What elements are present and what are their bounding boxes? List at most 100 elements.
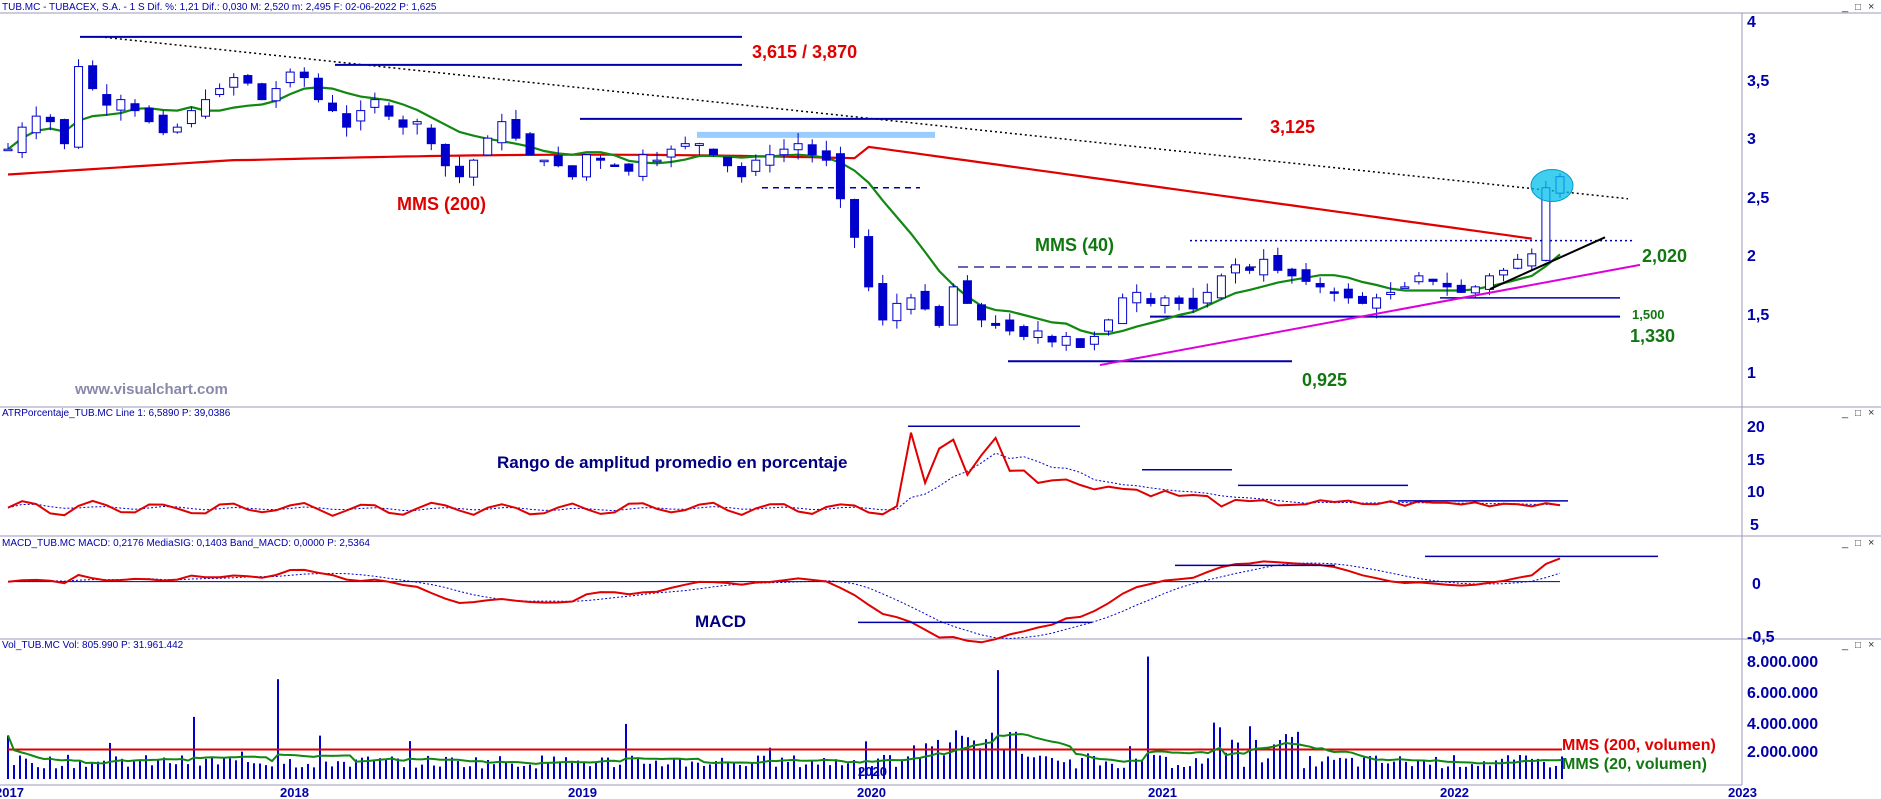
downtrend-line — [99, 36, 1629, 200]
atr-y-axis: 5 10 15 20 — [1747, 419, 1765, 534]
volume-plot — [7, 656, 1563, 779]
candle-body — [201, 99, 211, 117]
candle-body — [567, 165, 577, 178]
candle-body — [666, 148, 676, 158]
price-panel-controls: _ □ × — [1841, 1, 1874, 13]
candle-body — [934, 306, 944, 326]
volume-y-axis: 2.000.000 4.000.000 6.000.000 8.000.000 — [1747, 654, 1818, 761]
candle-body — [313, 77, 323, 101]
volume-y-tick: 2.000.000 — [1747, 744, 1818, 761]
candle-body — [1315, 283, 1325, 288]
candle-body — [285, 71, 295, 84]
candle-body — [1513, 258, 1523, 269]
candle-body — [1230, 264, 1240, 274]
candle-body — [342, 113, 352, 128]
price-plot — [3, 35, 1641, 367]
candle-body — [610, 164, 620, 167]
candle-body — [1075, 338, 1085, 348]
candle-body — [1104, 319, 1114, 332]
candle-body — [370, 99, 380, 108]
candle-body — [483, 137, 493, 156]
candle-body — [426, 127, 436, 145]
candle-body — [1386, 291, 1396, 296]
minimize-icon[interactable]: _ — [1841, 639, 1849, 651]
candle-body — [948, 286, 958, 326]
atr-y-tick: 5 — [1750, 517, 1759, 534]
candle-body — [1188, 297, 1198, 310]
candle-body — [328, 102, 338, 112]
price-y-tick: 2 — [1747, 248, 1756, 265]
candle-body — [1089, 335, 1099, 345]
price-y-tick: 2,5 — [1747, 190, 1769, 207]
candle-body — [525, 133, 535, 156]
candle-body — [144, 107, 154, 123]
maximize-icon[interactable]: □ — [1855, 538, 1861, 549]
resistance-label: 3,615 / 3,870 — [752, 42, 857, 62]
panel-headers: TUB.MC - TUBACEX, S.A. - 1 S Dif. %: 1,2… — [2, 2, 437, 651]
macd-header: MACD_TUB.MC MACD: 0,2176 MediaSIG: 0,140… — [2, 538, 370, 549]
candle-body — [1245, 267, 1255, 271]
candle-body — [1174, 297, 1184, 304]
macd-line — [7, 557, 1561, 644]
support-label: 0,925 — [1302, 370, 1347, 390]
maximize-icon[interactable]: □ — [1855, 408, 1861, 419]
candle-body — [130, 103, 140, 112]
candle-body — [708, 148, 718, 156]
macd-y-axis: 0 -0,5 — [1747, 576, 1775, 646]
candle-body — [116, 99, 126, 111]
candle-body — [172, 126, 182, 133]
candle-body — [186, 110, 196, 125]
volume-mms20-line — [7, 733, 1563, 765]
maximize-icon[interactable]: □ — [1855, 2, 1861, 13]
volume-header: Vol_TUB.MC Vol: 805.990 P: 31.961.442 — [2, 640, 184, 651]
candle-body — [1357, 295, 1367, 304]
candle-body — [88, 65, 98, 90]
candle-body — [652, 159, 662, 163]
candle-body — [723, 156, 733, 167]
close-icon[interactable]: × — [1868, 407, 1874, 419]
candle-body — [1428, 278, 1438, 282]
minimize-icon[interactable]: _ — [1841, 537, 1849, 549]
close-icon[interactable]: × — [1868, 1, 1874, 13]
minimize-icon[interactable]: _ — [1841, 1, 1849, 13]
candle-body — [412, 121, 422, 125]
candle-body — [398, 119, 408, 128]
candle-body — [454, 165, 464, 178]
candle-body — [680, 143, 690, 147]
candle-body — [1160, 297, 1170, 306]
atr-plot — [7, 425, 1568, 517]
price-y-tick: 1 — [1747, 365, 1756, 382]
candle-body — [1216, 275, 1226, 299]
atr-y-tick: 15 — [1747, 452, 1765, 469]
candle-body — [581, 154, 591, 178]
candle-body — [1527, 253, 1537, 267]
candle-body — [553, 155, 563, 167]
x-tick: 2018 — [280, 785, 309, 799]
resistance-label: 3,125 — [1270, 117, 1315, 137]
uptrend-line — [1489, 236, 1606, 290]
candle-body — [1132, 291, 1142, 304]
x-tick: 2021 — [1148, 785, 1177, 799]
volume-y-tick: 6.000.000 — [1747, 685, 1818, 702]
price-y-tick: 1,5 — [1747, 307, 1769, 324]
close-icon[interactable]: × — [1868, 537, 1874, 549]
candle-body — [1047, 335, 1057, 343]
close-icon[interactable]: × — [1868, 639, 1874, 651]
window-controls: _ □ × _ □ × _ □ × _ □ × — [1841, 1, 1874, 651]
atr-title-annotation: Rango de amplitud promedio en porcentaje — [497, 453, 847, 472]
minimize-icon[interactable]: _ — [1841, 407, 1849, 419]
price-y-axis: 1 1,5 2 2,5 3 3,5 4 — [1747, 14, 1769, 382]
candle-body — [892, 302, 902, 322]
maximize-icon[interactable]: □ — [1855, 640, 1861, 651]
candle-body — [1273, 254, 1283, 271]
candle-body — [3, 148, 13, 152]
candle-body — [31, 115, 41, 134]
candle-body — [1456, 284, 1466, 293]
candle-body — [215, 88, 225, 96]
candle-body — [59, 119, 69, 145]
candle-body — [906, 297, 916, 310]
candle-body — [384, 105, 394, 117]
candle-body — [850, 199, 860, 238]
candle-body — [751, 159, 761, 172]
candle-body — [1400, 286, 1410, 289]
